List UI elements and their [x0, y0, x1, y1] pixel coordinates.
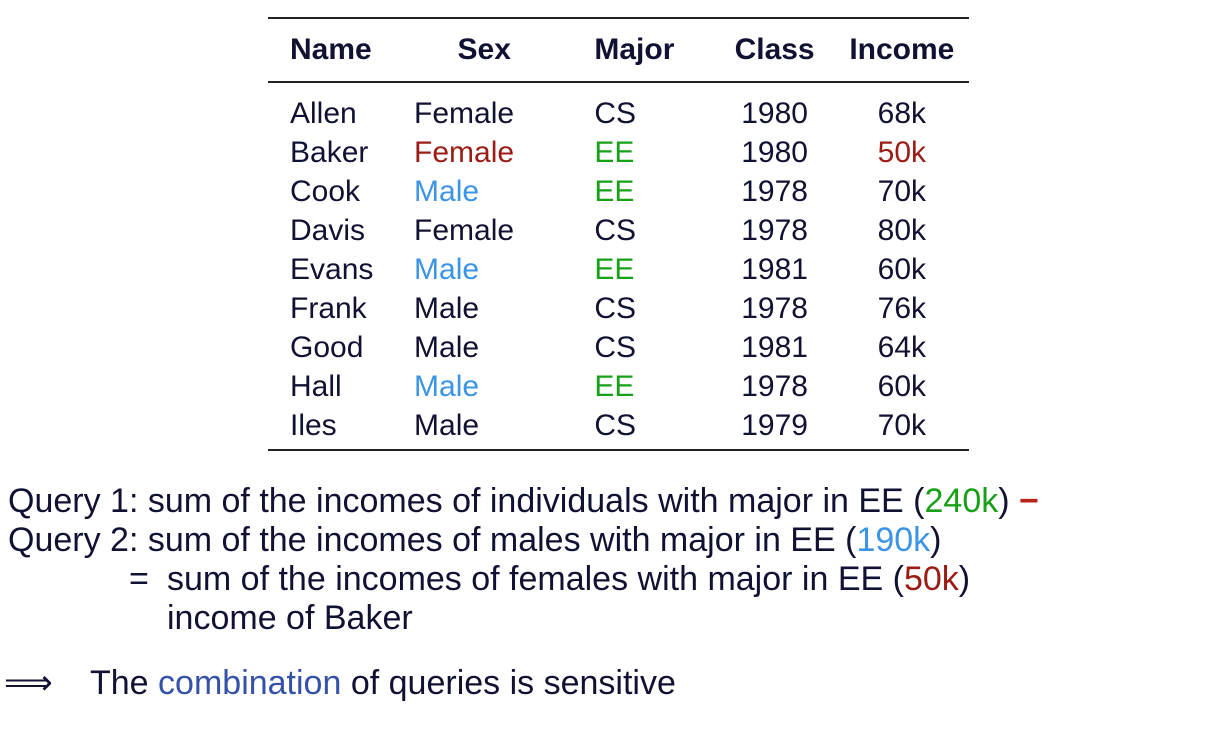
cell-income: 50k — [877, 136, 927, 169]
cell-sex: Male — [414, 370, 480, 403]
cell-class: 1978 — [741, 370, 808, 403]
table-row: Iles Male CS 1979 70k — [268, 406, 969, 451]
equals-line: = sum of the incomes of females with majo… — [129, 559, 970, 599]
implies-arrow-icon: ⟹ — [4, 664, 53, 702]
header-income: Income — [834, 17, 969, 83]
equals-text: sum of the incomes of females with major… — [167, 560, 904, 598]
cell-major: CS — [594, 406, 715, 451]
cell-class: 1979 — [714, 406, 835, 451]
cell-major: EE — [594, 370, 635, 403]
cell-major: CS — [594, 97, 637, 130]
equals-symbol: = — [129, 560, 149, 598]
cell-major: EE — [594, 136, 635, 169]
table-row: Evans Male EE 1981 60k — [268, 250, 969, 289]
conclusion-post: of queries is sensitive — [341, 664, 676, 702]
header-sex: Sex — [414, 17, 595, 83]
cell-class: 1981 — [741, 253, 808, 286]
cell-name: Baker — [290, 136, 369, 169]
cell-name: Evans — [290, 253, 374, 286]
cell-sex: Male — [414, 406, 595, 451]
cell-major: EE — [594, 253, 635, 286]
baker-income-line: income of Baker — [167, 599, 413, 637]
table-row: Cook Male EE 1978 70k — [268, 172, 969, 211]
header-class: Class — [714, 17, 835, 83]
table-row: Frank Male CS 1978 76k — [268, 289, 969, 328]
equals-close: ) — [958, 560, 971, 598]
conclusion-pre: The — [90, 664, 159, 702]
table-row: Baker Female EE 1980 50k — [268, 133, 969, 172]
cell-name: Allen — [290, 97, 357, 130]
conclusion-line: ⟹ The combination of queries is sensitive — [4, 663, 676, 703]
cell-class: 1978 — [741, 214, 808, 247]
data-table: Name Sex Major Class Income Allen Female… — [268, 17, 969, 451]
cell-major: EE — [594, 175, 635, 208]
cell-sex: Female — [414, 97, 515, 130]
query-1-value: 240k — [924, 482, 999, 520]
cell-class: 1980 — [741, 136, 808, 169]
table-row: Allen Female CS 1980 68k — [268, 82, 969, 133]
cell-income: 80k — [877, 214, 927, 247]
conclusion-highlight: combination — [158, 664, 342, 702]
cell-class: 1980 — [741, 97, 808, 130]
query-1-line: Query 1: sum of the incomes of individua… — [8, 481, 1039, 521]
query-2-close: ) — [930, 521, 942, 559]
table-row: Good Male CS 1981 64k — [268, 328, 969, 367]
cell-sex: Male — [414, 175, 480, 208]
cell-name: Frank — [290, 292, 367, 325]
header-name: Name — [268, 17, 415, 83]
cell-major: CS — [594, 214, 637, 247]
cell-sex: Male — [414, 253, 480, 286]
query-1-close: ) — [998, 482, 1010, 520]
cell-name: Cook — [290, 175, 361, 208]
query-2-text: Query 2: sum of the incomes of males wit… — [8, 521, 857, 559]
cell-major: CS — [594, 292, 637, 325]
table-header-row: Name Sex Major Class Income — [268, 17, 969, 83]
cell-income: 64k — [877, 331, 927, 364]
cell-class: 1978 — [741, 292, 808, 325]
table-row: Davis Female CS 1978 80k — [268, 211, 969, 250]
header-major: Major — [594, 17, 715, 83]
equals-value: 50k — [903, 560, 959, 598]
cell-major: CS — [594, 331, 637, 364]
cell-income: 68k — [877, 97, 927, 130]
cell-class: 1981 — [741, 331, 808, 364]
cell-income: 76k — [877, 292, 927, 325]
cell-sex: Male — [414, 292, 480, 325]
table-row: Hall Male EE 1978 60k — [268, 367, 969, 406]
query-2-value: 190k — [856, 521, 931, 559]
minus-operator: − — [1019, 482, 1039, 520]
query-2-line: Query 2: sum of the incomes of males wit… — [8, 520, 942, 560]
cell-income: 70k — [877, 175, 927, 208]
cell-name: Hall — [290, 370, 342, 403]
cell-sex: Female — [414, 214, 515, 247]
cell-sex: Male — [414, 331, 480, 364]
cell-name: Davis — [290, 214, 366, 247]
cell-sex: Female — [414, 136, 515, 169]
cell-name: Good — [290, 331, 364, 364]
cell-name: Iles — [268, 406, 415, 451]
query-1-text: Query 1: sum of the incomes of individua… — [8, 482, 925, 520]
cell-income: 60k — [877, 253, 927, 286]
cell-income: 70k — [834, 406, 969, 451]
cell-income: 60k — [877, 370, 927, 403]
cell-class: 1978 — [741, 175, 808, 208]
